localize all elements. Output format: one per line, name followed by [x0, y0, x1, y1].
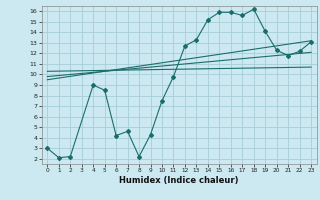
- X-axis label: Humidex (Indice chaleur): Humidex (Indice chaleur): [119, 176, 239, 185]
